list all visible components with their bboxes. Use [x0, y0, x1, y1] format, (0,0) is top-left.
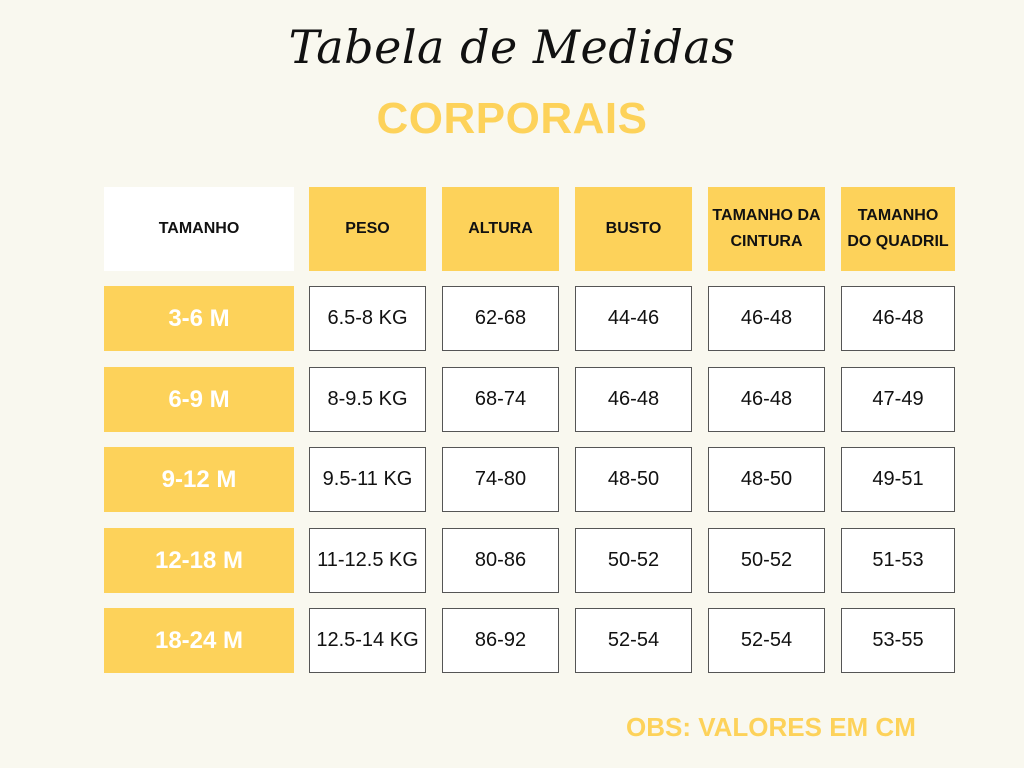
page-subtitle: CORPORAIS [376, 94, 648, 143]
header-waist: TAMANHO DA CINTURA [708, 187, 825, 271]
cell-weight: 6.5-8 KG [309, 286, 426, 351]
size-label: 3-6 M [104, 286, 294, 351]
note-text: OBS: VALORES EM CM [626, 712, 916, 742]
cell-weight: 8-9.5 KG [309, 367, 426, 432]
cell-height: 80-86 [442, 528, 559, 593]
header-hip: TAMANHO DO QUADRIL [841, 187, 955, 271]
header-bust: BUSTO [575, 187, 692, 271]
cell-waist: 48-50 [708, 447, 825, 512]
cell-height: 86-92 [442, 608, 559, 673]
size-label: 12-18 M [104, 528, 294, 593]
cell-bust: 46-48 [575, 367, 692, 432]
header-height: ALTURA [442, 187, 559, 271]
size-label: 9-12 M [104, 447, 294, 512]
cell-waist: 46-48 [708, 286, 825, 351]
size-label: 6-9 M [104, 367, 294, 432]
cell-hip: 53-55 [841, 608, 955, 673]
cell-hip: 49-51 [841, 447, 955, 512]
cell-waist: 46-48 [708, 367, 825, 432]
cell-weight: 11-12.5 KG [309, 528, 426, 593]
cell-hip: 47-49 [841, 367, 955, 432]
cell-bust: 52-54 [575, 608, 692, 673]
header-weight: PESO [309, 187, 426, 271]
cell-hip: 46-48 [841, 286, 955, 351]
cell-weight: 12.5-14 KG [309, 608, 426, 673]
page-title: Tabela de Medidas [288, 20, 736, 74]
cell-height: 74-80 [442, 447, 559, 512]
cell-bust: 48-50 [575, 447, 692, 512]
cell-hip: 51-53 [841, 528, 955, 593]
header-size: TAMANHO [104, 187, 294, 271]
cell-height: 68-74 [442, 367, 559, 432]
cell-bust: 44-46 [575, 286, 692, 351]
cell-waist: 52-54 [708, 608, 825, 673]
cell-height: 62-68 [442, 286, 559, 351]
cell-weight: 9.5-11 KG [309, 447, 426, 512]
size-label: 18-24 M [104, 608, 294, 673]
cell-bust: 50-52 [575, 528, 692, 593]
cell-waist: 50-52 [708, 528, 825, 593]
